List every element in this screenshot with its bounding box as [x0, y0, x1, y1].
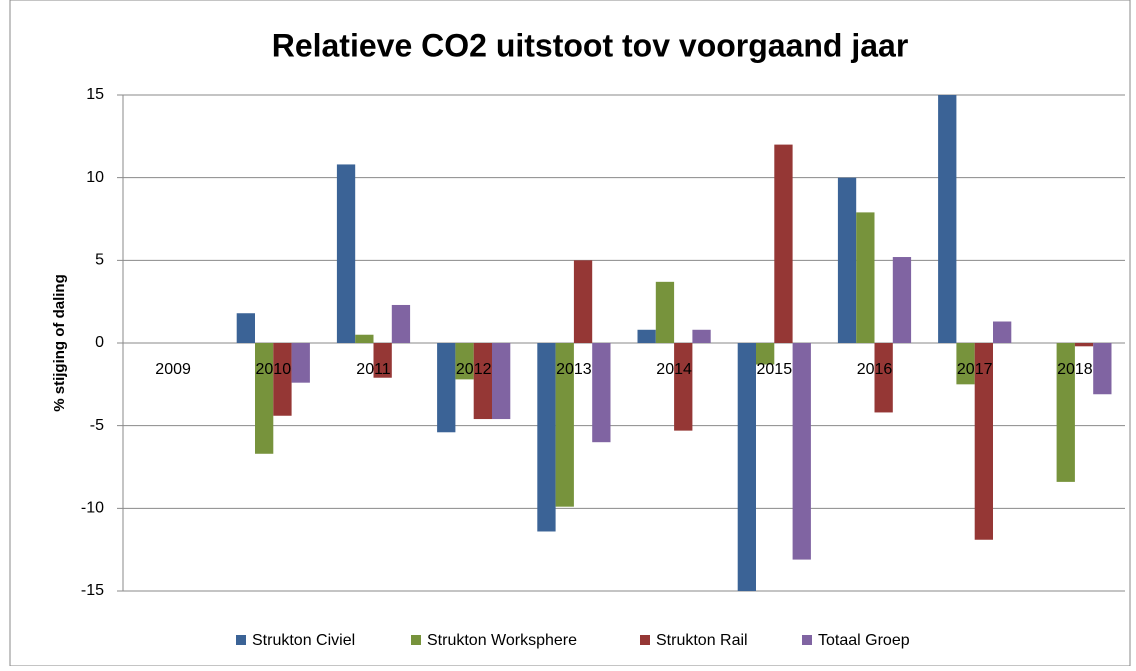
bar [737, 343, 756, 591]
bar [391, 304, 411, 343]
bar [336, 164, 356, 343]
bar [874, 343, 893, 413]
bar [273, 343, 292, 416]
legend-swatch [411, 635, 421, 645]
legend-swatch [236, 635, 246, 645]
y-tick-label: 15 [86, 86, 104, 103]
bar [592, 343, 611, 443]
x-tick-label: 2014 [656, 361, 692, 378]
bar [573, 260, 593, 343]
x-tick-label: 2009 [155, 361, 191, 378]
bar [792, 343, 811, 560]
bar [655, 281, 675, 343]
bar [892, 257, 912, 343]
y-tick-label: -10 [81, 500, 104, 517]
bar [373, 343, 392, 378]
y-axis-label: % stijging of daling [51, 274, 68, 412]
bar [455, 343, 474, 380]
y-tick-label: 10 [86, 169, 104, 186]
y-tick-label: -15 [81, 582, 104, 599]
bar [355, 334, 374, 343]
bar [674, 343, 693, 431]
bar [856, 212, 875, 343]
bar [236, 313, 255, 343]
x-tick-label: 2010 [256, 361, 292, 378]
bar [974, 343, 993, 540]
bar [1056, 343, 1075, 482]
bar [774, 144, 793, 343]
bar [837, 177, 857, 343]
x-tick-label: 2015 [757, 361, 793, 378]
x-tick-label: 2018 [1057, 361, 1093, 378]
bar [437, 343, 456, 433]
x-tick-label: 2016 [857, 361, 893, 378]
legend-label: Strukton Worksphere [427, 632, 577, 649]
legend-label: Strukton Rail [656, 632, 748, 649]
bar [255, 343, 274, 454]
x-tick-label: 2017 [957, 361, 993, 378]
bar [756, 343, 775, 365]
x-tick-label: 2012 [456, 361, 492, 378]
chart-title: Relatieve CO2 uitstoot tov voorgaand jaa… [272, 27, 909, 63]
x-tick-label: 2011 [356, 361, 391, 378]
bar [291, 343, 310, 383]
bar [537, 343, 556, 532]
legend-label: Totaal Groep [818, 632, 910, 649]
y-tick-label: -5 [90, 417, 104, 434]
bar [692, 329, 711, 343]
bar [473, 343, 492, 420]
chart-border [9, 0, 1131, 667]
bar [555, 343, 574, 507]
bar [637, 329, 656, 343]
bar [956, 343, 975, 385]
legend-swatch [802, 635, 812, 645]
bar [1074, 343, 1094, 347]
legend-swatch [640, 635, 650, 645]
bar [1093, 343, 1112, 395]
y-tick-label: 5 [95, 252, 104, 269]
bar [492, 343, 511, 420]
y-tick-label: 0 [95, 334, 104, 351]
legend-label: Strukton Civiel [252, 632, 355, 649]
x-tick-label: 2013 [556, 361, 592, 378]
bar [993, 321, 1012, 343]
bar [938, 95, 957, 343]
